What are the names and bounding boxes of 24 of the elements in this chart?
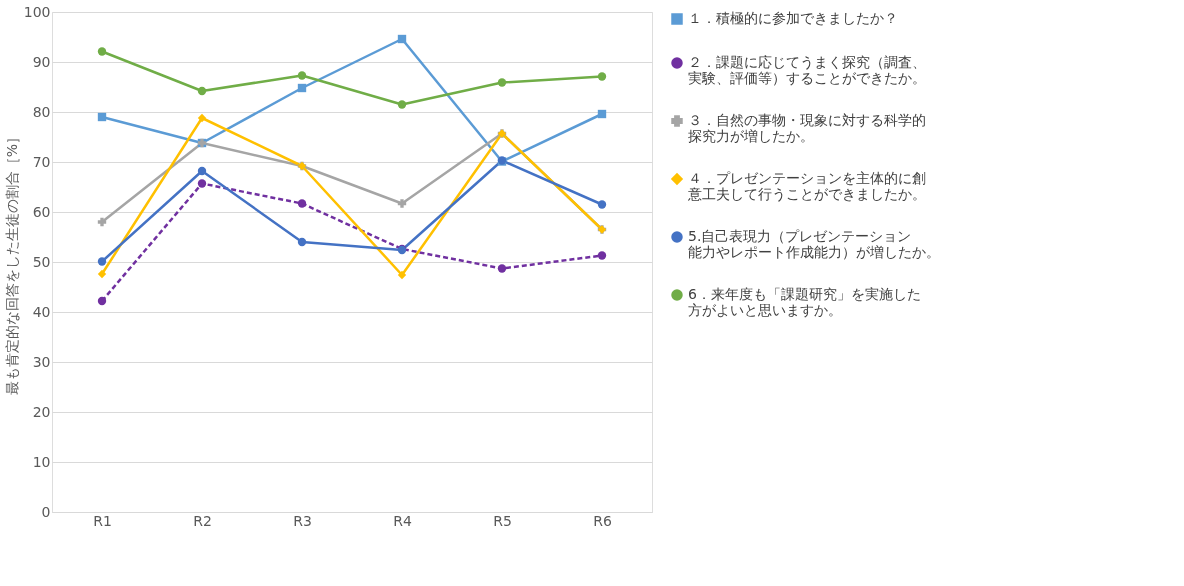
legend-label: 6．来年度も「課題研究」を実施した方がよいと思いますか。 [688, 286, 921, 318]
x-tick-label: R6 [593, 512, 612, 529]
y-tick-label: 80 [32, 103, 51, 120]
x-tick-label: R1 [93, 512, 112, 529]
y-tick-label: 70 [32, 153, 51, 170]
legend-label: ３．自然の事物・現象に対する科学的探究力が増したか。 [688, 112, 926, 144]
y-tick-label: 20 [32, 403, 51, 420]
y-tick-label: 30 [32, 353, 51, 370]
x-tick-label: R4 [393, 512, 412, 529]
x-tick-label: R2 [193, 512, 212, 529]
legend-label: １．積極的に参加できましたか？ [688, 10, 898, 26]
y-tick-label: 50 [32, 253, 51, 270]
y-tick-label: 60 [32, 203, 51, 220]
y-tick-label: 0 [41, 503, 51, 520]
y-tick-label: 100 [23, 3, 51, 20]
legend-label: 5.自己表現力（プレゼンテーション能力やレポート作成能力）が増したか。 [688, 228, 940, 260]
x-tick-label: R3 [293, 512, 312, 529]
y-tick-label: 10 [32, 453, 51, 470]
y-axis-title: 最も肯定的な回答をした生徒の割合［%］ [3, 129, 20, 396]
x-tick-label: R5 [493, 512, 512, 529]
y-tick-label: 90 [32, 53, 51, 70]
legend-label: ２．課題に応じてうまく探究（調査、実験、評価等）することができたか。 [688, 54, 926, 86]
y-tick-label: 40 [32, 303, 51, 320]
legend-label: ４．プレゼンテーションを主体的に創意工夫して行うことができましたか。 [687, 170, 926, 202]
